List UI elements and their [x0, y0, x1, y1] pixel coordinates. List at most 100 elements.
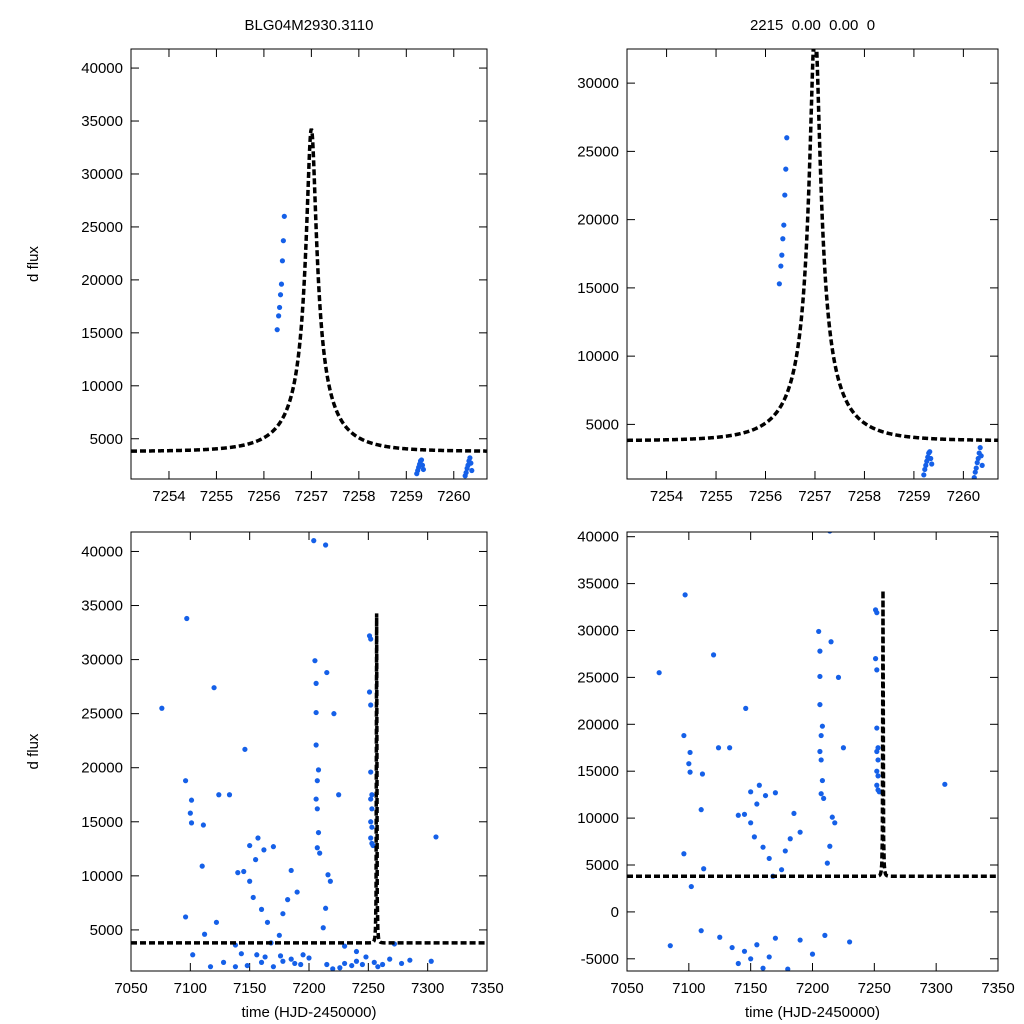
data-point — [924, 458, 930, 464]
data-point — [261, 847, 267, 853]
data-point — [748, 956, 754, 962]
data-point — [467, 455, 473, 461]
data-point — [232, 964, 239, 970]
data-point — [778, 867, 785, 873]
y-tick-label: 15000 — [577, 763, 619, 780]
data-point — [656, 670, 662, 676]
x-tick-label: 7257 — [798, 488, 831, 505]
data-point — [923, 462, 929, 468]
data-point — [835, 674, 842, 680]
data-point — [782, 192, 788, 198]
data-point — [200, 822, 206, 828]
data-point — [313, 680, 319, 686]
data-point — [188, 820, 195, 826]
data-point — [315, 829, 322, 836]
data-point — [766, 855, 772, 862]
model-curve — [627, 590, 998, 879]
data-point — [819, 777, 825, 784]
data-point — [199, 863, 205, 869]
y-tick-label: 15000 — [81, 325, 123, 342]
y-tick-label: 10000 — [577, 348, 619, 365]
data-point — [874, 610, 880, 616]
data-point — [294, 889, 300, 895]
data-point — [760, 965, 766, 971]
data-point — [235, 870, 241, 876]
data-point — [729, 944, 735, 951]
data-point — [715, 745, 722, 751]
data-point — [797, 937, 803, 943]
data-point — [469, 467, 475, 474]
chart-panel-bottom-right: time (HJD-2450000) 7050 7100 7150 7200 7250 73… — [577, 525, 1014, 1021]
y-tick-label: 35000 — [81, 598, 123, 615]
data-point — [276, 304, 283, 311]
data-point — [819, 723, 825, 729]
data-point — [277, 292, 284, 298]
data-point — [821, 795, 827, 802]
x-tick-label: 7300 — [919, 980, 952, 997]
data-point — [324, 961, 330, 968]
data-point — [681, 732, 687, 739]
y-tick-label: 25000 — [81, 706, 123, 723]
x-tick-label: 7300 — [411, 980, 444, 997]
data-point — [809, 951, 816, 957]
data-point — [815, 525, 820, 530]
data-point — [342, 943, 348, 949]
data-point — [816, 628, 822, 635]
y-tick-label: 25000 — [81, 219, 123, 236]
y-tick-label: 15000 — [81, 814, 123, 831]
data-point — [323, 542, 329, 548]
data-point — [398, 960, 405, 967]
y-tick-label: 40000 — [81, 60, 123, 77]
data-point — [699, 771, 706, 777]
data-point — [280, 911, 286, 917]
data-point — [682, 592, 688, 598]
data-point — [331, 711, 337, 717]
y-tick-label: 10000 — [577, 810, 619, 827]
data-point — [327, 878, 333, 884]
data-point — [264, 919, 271, 925]
data-point — [817, 748, 823, 755]
x-tick-label: 7200 — [292, 980, 325, 997]
data-point — [292, 960, 298, 967]
y-tick-label: 5000 — [90, 922, 123, 939]
data-point — [276, 313, 282, 319]
data-point — [190, 952, 196, 958]
data-point — [278, 281, 285, 287]
y-tick-label: 35000 — [577, 576, 619, 593]
y-tick-label: 10000 — [81, 378, 123, 395]
data-point — [276, 932, 282, 938]
data-point — [184, 615, 190, 622]
data-point — [817, 701, 823, 708]
y-tick-label: 25000 — [577, 669, 619, 686]
data-point — [818, 757, 824, 763]
data-point — [188, 797, 195, 803]
data-point — [717, 934, 723, 940]
data-point — [314, 778, 320, 784]
y-tick-label: 20000 — [81, 272, 123, 289]
data-point — [875, 773, 881, 779]
data-point — [315, 767, 322, 773]
data-point — [785, 966, 791, 971]
x-tick-label: 7259 — [897, 488, 930, 505]
data-point — [201, 931, 208, 937]
x-tick-label: 7260 — [437, 488, 470, 505]
data-points — [159, 538, 439, 971]
data-point — [872, 656, 879, 662]
data-point — [698, 807, 704, 813]
data-point — [300, 952, 306, 958]
y-tick-label: 35000 — [81, 113, 123, 130]
data-point — [971, 475, 977, 479]
x-tick-label: 7200 — [796, 980, 829, 997]
data-point — [280, 238, 286, 244]
data-point — [754, 942, 760, 948]
data-point — [772, 790, 779, 796]
data-point — [241, 868, 247, 875]
data-point — [824, 860, 830, 866]
data-point — [369, 824, 375, 830]
data-point — [827, 843, 833, 849]
data-point — [353, 958, 360, 964]
x-axis-label: time (HJD-2450000) — [241, 1004, 376, 1021]
data-point — [977, 445, 983, 451]
data-point — [314, 845, 320, 851]
y-tick-label: 25000 — [577, 143, 619, 160]
